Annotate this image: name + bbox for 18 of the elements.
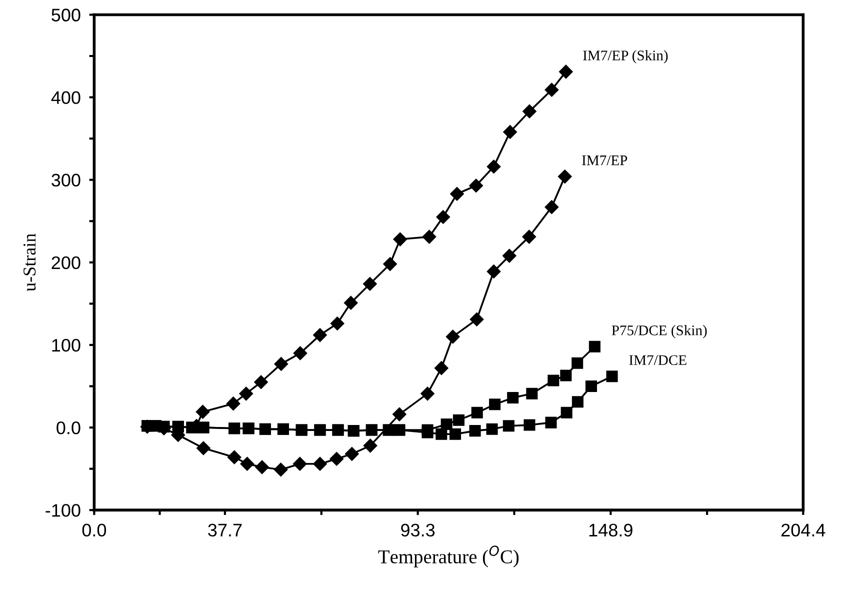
x-tick-label: 204.4 — [781, 524, 826, 537]
x-tick-label: 37.7 — [208, 524, 242, 537]
y-axis-title: u-Strain — [24, 234, 36, 292]
x-tick-label: 93.3 — [401, 524, 435, 537]
series-label: P75/DCE (Skin) — [612, 325, 707, 338]
series-label: IM7/EP — [582, 155, 628, 166]
x-axis-title: Temperature ($^{O}$C) — [378, 546, 519, 568]
x-tick-label: 148.9 — [589, 524, 632, 537]
y-tick-label: 200 — [52, 256, 80, 270]
series-label: IM7/DCE — [629, 355, 686, 366]
y-tick-label: 100 — [52, 338, 80, 352]
y-tick-label: 300 — [52, 174, 80, 187]
series-label: IM7/EP (Skin) — [583, 50, 668, 64]
x-tick-label: 0.0 — [82, 524, 106, 537]
y-tick-label: 0.0 — [56, 421, 80, 434]
y-tick-label: -100 — [46, 504, 80, 517]
y-tick-label: 400 — [51, 91, 80, 104]
y-tick-label: 500 — [52, 8, 80, 22]
